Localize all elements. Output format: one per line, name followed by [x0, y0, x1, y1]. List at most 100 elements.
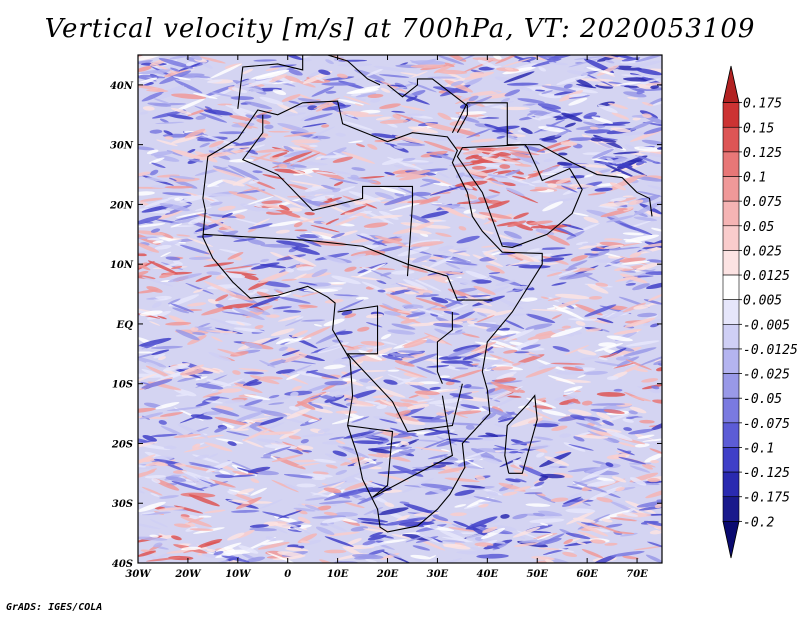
field-streak	[332, 101, 346, 107]
field-streak	[287, 183, 312, 191]
field-streak	[174, 463, 186, 467]
field-streak	[311, 407, 333, 414]
field-streak	[349, 85, 381, 94]
field-streak	[293, 161, 328, 166]
field-streak	[357, 326, 370, 332]
x-tick-label: 30W	[125, 569, 152, 580]
field-streak	[598, 356, 608, 361]
field-streak	[206, 379, 232, 387]
field-streak	[170, 223, 183, 228]
field-streak	[214, 426, 227, 433]
field-streak	[287, 347, 296, 351]
field-streak	[417, 484, 449, 495]
field-streak	[473, 322, 503, 328]
field-streak	[357, 492, 384, 505]
field-streak	[597, 169, 611, 174]
field-streak	[596, 412, 611, 420]
field-streak	[393, 165, 422, 172]
colorbar-swatch	[722, 299, 740, 325]
field-streak	[489, 339, 519, 351]
field-streak	[342, 378, 357, 383]
field-streak	[240, 203, 261, 212]
field-streak	[538, 126, 567, 133]
field-streak	[277, 296, 311, 304]
field-streak	[354, 78, 365, 81]
field-streak	[634, 443, 650, 448]
field-streak	[291, 273, 307, 281]
field-streak	[482, 526, 498, 534]
field-streak	[465, 516, 498, 530]
field-streak	[289, 180, 324, 187]
field-streak	[304, 185, 324, 192]
field-streak	[138, 466, 158, 470]
field-streak	[615, 486, 625, 492]
field-streak	[422, 292, 431, 296]
field-streak	[215, 405, 234, 411]
field-streak	[641, 378, 659, 383]
field-streak	[628, 428, 654, 435]
field-streak	[395, 418, 426, 425]
field-streak	[293, 167, 320, 176]
field-streak	[421, 438, 450, 450]
x-tick-label: 60E	[576, 569, 598, 580]
field-streak	[229, 115, 252, 121]
field-streak	[355, 296, 369, 300]
field-streak	[343, 95, 371, 105]
field-streak	[529, 188, 548, 192]
field-streak	[527, 173, 541, 176]
field-streak	[397, 350, 423, 354]
colorbar-swatch	[722, 250, 740, 276]
field-streak	[414, 558, 425, 562]
field-streak	[253, 420, 263, 423]
field-streak	[591, 554, 617, 563]
field-streak	[465, 270, 491, 281]
field-streak	[170, 107, 192, 115]
field-streak	[517, 405, 530, 409]
field-streak	[432, 515, 449, 522]
field-streak	[627, 220, 653, 229]
field-streak	[271, 454, 304, 463]
field-streak	[400, 72, 420, 76]
field-streak	[160, 251, 172, 258]
field-streak	[431, 296, 449, 304]
field-streak	[169, 55, 198, 60]
field-streak	[138, 536, 168, 541]
field-streak	[345, 113, 355, 118]
field-streak	[385, 293, 413, 305]
field-streak	[559, 433, 572, 438]
field-streak	[429, 154, 443, 158]
field-streak	[170, 67, 181, 72]
field-streak	[138, 342, 155, 353]
field-streak	[625, 282, 636, 286]
field-streak	[254, 324, 264, 330]
field-streak	[387, 552, 402, 559]
field-streak	[633, 304, 651, 310]
field-streak	[165, 256, 181, 261]
field-streak	[158, 533, 168, 538]
field-streak	[230, 351, 249, 357]
field-streak	[466, 128, 491, 139]
field-streak	[611, 551, 645, 557]
field-streak	[373, 65, 406, 72]
field-streak	[138, 521, 161, 530]
field-streak	[172, 307, 190, 314]
field-streak	[622, 418, 634, 423]
field-streak	[212, 168, 245, 179]
field-streak	[291, 385, 302, 391]
field-streak	[415, 294, 440, 298]
field-streak	[433, 322, 464, 328]
field-streak	[260, 410, 288, 417]
field-streak	[414, 390, 440, 396]
field-streak	[296, 80, 316, 88]
field-streak	[249, 155, 280, 163]
field-streak	[389, 202, 422, 212]
field-streak	[368, 549, 385, 556]
field-streak	[548, 61, 569, 66]
field-streak	[390, 448, 416, 458]
field-streak	[456, 550, 492, 555]
field-streak	[646, 522, 662, 533]
field-streak	[204, 442, 233, 452]
field-streak	[458, 115, 480, 123]
x-axis: 30W 20W 10W 0 10E 20E 30E 40E 50E 60E 70E	[125, 55, 648, 580]
field-streak	[590, 403, 626, 406]
